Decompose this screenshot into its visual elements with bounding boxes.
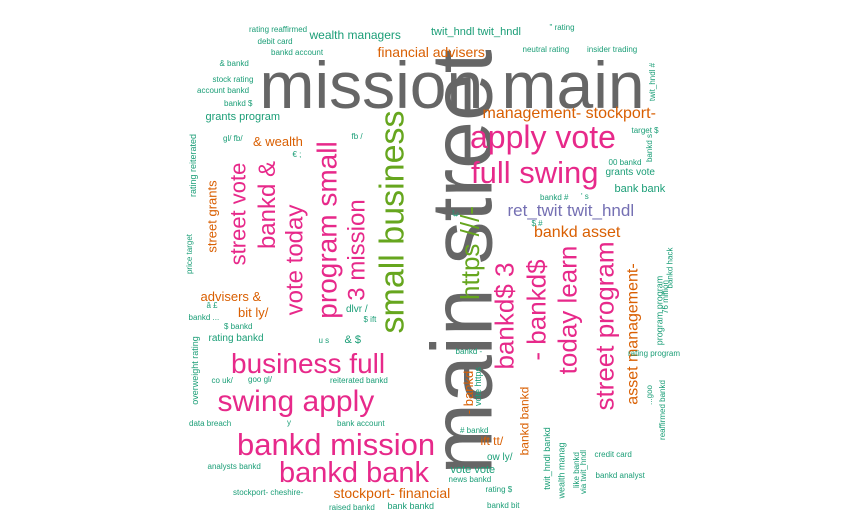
w-bankd-dollar-small: bankd $ bbox=[224, 99, 253, 108]
w-bit-ly: bit ly/ bbox=[238, 304, 269, 320]
w-quote-rating: " rating bbox=[549, 23, 575, 32]
w-stock-rating: stock rating bbox=[212, 75, 254, 84]
w-program-program: program program bbox=[654, 275, 665, 345]
w-bankd-dash: bankd - bbox=[455, 347, 483, 356]
w-dlvr: dlvr / bbox=[346, 304, 368, 315]
w-bankd-s: bankd s bbox=[645, 133, 655, 163]
w-management-stockport: management- stockport- bbox=[482, 105, 656, 122]
w-twit-hndl-pair: twit_hndl twit_hndl bbox=[431, 25, 521, 38]
w-today-learn: today learn bbox=[551, 245, 582, 375]
w-hash-bankd: # bankd bbox=[460, 426, 489, 435]
w-stockport-cheshire: stockport- cheshire- bbox=[233, 488, 304, 497]
w-dollar-ift: $ ift bbox=[363, 315, 377, 324]
w-target-dollar: target $ bbox=[631, 126, 659, 135]
w-account-bankd: account bankd bbox=[197, 86, 250, 95]
w-bankd-bit: bankd bit bbox=[487, 501, 520, 510]
w-bankd-bankd: bankd bankd bbox=[516, 386, 531, 456]
w-grants-vote: grants vote bbox=[605, 167, 655, 178]
w-bankd-dollar: - bankd$ bbox=[521, 259, 552, 361]
w-rating-reaffirmed: rating reaffirmed bbox=[249, 25, 308, 34]
w-bankd-bank: bankd bank bbox=[279, 456, 429, 489]
w-bank-account: bank account bbox=[337, 419, 385, 428]
w-small-business: small business bbox=[372, 110, 411, 334]
w-rating-bankd: rating bankd bbox=[208, 333, 264, 344]
w-street-vote: street vote bbox=[224, 162, 250, 266]
w-apply-vote: apply vote bbox=[470, 119, 616, 155]
w-overweight-rating: overweight rating bbox=[189, 335, 200, 405]
w-https: https ///- bbox=[454, 206, 485, 300]
w-debit-card: debit card bbox=[257, 37, 293, 46]
w-goo: ...goo bbox=[645, 384, 655, 406]
w-news-bankd: news bankd bbox=[448, 475, 492, 484]
w-vote-https: vote https bbox=[472, 366, 483, 406]
w-s-hash: ' s bbox=[581, 192, 589, 201]
w-raised-bankd: raised bankd bbox=[329, 503, 375, 512]
w-neutral-rating: neutral rating bbox=[522, 45, 570, 54]
w-mission-main: mission main bbox=[259, 48, 645, 122]
w-reiterated-bankd: reiterated bankd bbox=[330, 376, 388, 385]
w-dollar-hash: $ # bbox=[531, 219, 543, 228]
w-advisers-amp: advisers & bbox=[200, 288, 262, 304]
w-euro-quote: €" bbox=[451, 209, 461, 217]
w-financial-advisers: financial advisers bbox=[377, 44, 485, 60]
w-gl-fb: gl/ fb/ bbox=[223, 134, 243, 143]
w-bank-bank: bank bank bbox=[614, 182, 666, 195]
w-y: y bbox=[287, 418, 291, 427]
w-full-swing: full swing bbox=[471, 154, 599, 190]
w-00-bankd: 00 bankd bbox=[608, 158, 642, 167]
w-reaffirmed-bankd: reaffirmed bankd bbox=[657, 380, 667, 440]
w-wealth-manag: wealth manag bbox=[556, 441, 567, 499]
w-insider-trading: insider trading bbox=[587, 45, 638, 54]
w-fb: fb / bbox=[351, 132, 363, 141]
w-bank-bankd: bank bankd bbox=[387, 500, 435, 511]
w-wealth-managers: wealth managers bbox=[309, 28, 401, 42]
w-vote-today: vote today bbox=[280, 204, 308, 316]
w-bankd-hash: bankd # bbox=[540, 193, 569, 202]
w-ow-ly: ow ly/ bbox=[487, 452, 513, 463]
w-ret-twit: ret_twit twit_hndl bbox=[507, 200, 635, 220]
w-bankd-account-top: bankd account bbox=[271, 48, 324, 57]
w-bankd-3: bankd$ 3 bbox=[488, 262, 519, 370]
w-twit-hndl-bankd: twit_hndl bankd bbox=[541, 426, 552, 490]
w-amp-bankd: & bankd bbox=[219, 59, 249, 68]
w-bankd-amp: bankd & bbox=[254, 160, 282, 250]
w-bankd-mission: bankd mission bbox=[237, 426, 436, 462]
w-rating-dollar: rating $ bbox=[485, 485, 513, 494]
w-price-target: price target bbox=[185, 233, 195, 275]
w-goo-gl: goo gl/ bbox=[248, 375, 273, 384]
w-ift-tt: ift tt/ bbox=[480, 434, 504, 448]
w-amp-wealth: & wealth bbox=[253, 133, 303, 149]
w-data-breach: data breach bbox=[189, 419, 232, 428]
w-dollar-bankd: $ bankd bbox=[224, 322, 253, 331]
w-swing-apply: swing apply bbox=[217, 385, 375, 418]
w-stockport-financial: stockport- financial bbox=[333, 485, 451, 501]
w-program-small: program small bbox=[311, 141, 343, 319]
w-via-twit-hndl: via twit_hndl bbox=[579, 449, 589, 495]
w-euro-semi: € ; bbox=[292, 150, 302, 159]
w-a-pound: â £ bbox=[206, 301, 218, 310]
w-co-uk: co uk/ bbox=[211, 376, 233, 385]
w-street-program: street program bbox=[589, 241, 620, 411]
w-grants-program: grants program bbox=[205, 110, 281, 123]
w-amp-dollar: & $ bbox=[344, 333, 362, 346]
w-credit-card: credit card bbox=[594, 450, 632, 459]
w-vote-vote: vote vote bbox=[450, 463, 496, 476]
w-street-grants: street grants bbox=[204, 179, 220, 253]
w-business-full: business full bbox=[231, 348, 386, 379]
w-bankd-dots: bankd ... bbox=[188, 313, 220, 322]
w-twit-hndl-hash: twit_hndl # bbox=[648, 62, 658, 102]
w-asset-management: asset management- bbox=[624, 263, 642, 405]
w-bankd-analyst: bankd analyst bbox=[595, 471, 645, 480]
w-u-s: u s bbox=[318, 336, 330, 345]
w-rating-program: rating program bbox=[628, 349, 681, 358]
w-bankd-asset: bankd asset bbox=[534, 224, 621, 241]
w-3-mission: 3 mission bbox=[343, 199, 371, 301]
w-analysts-bankd: analysts bankd bbox=[207, 462, 261, 471]
w-rating-reiterated: rating reiterated bbox=[187, 133, 198, 197]
